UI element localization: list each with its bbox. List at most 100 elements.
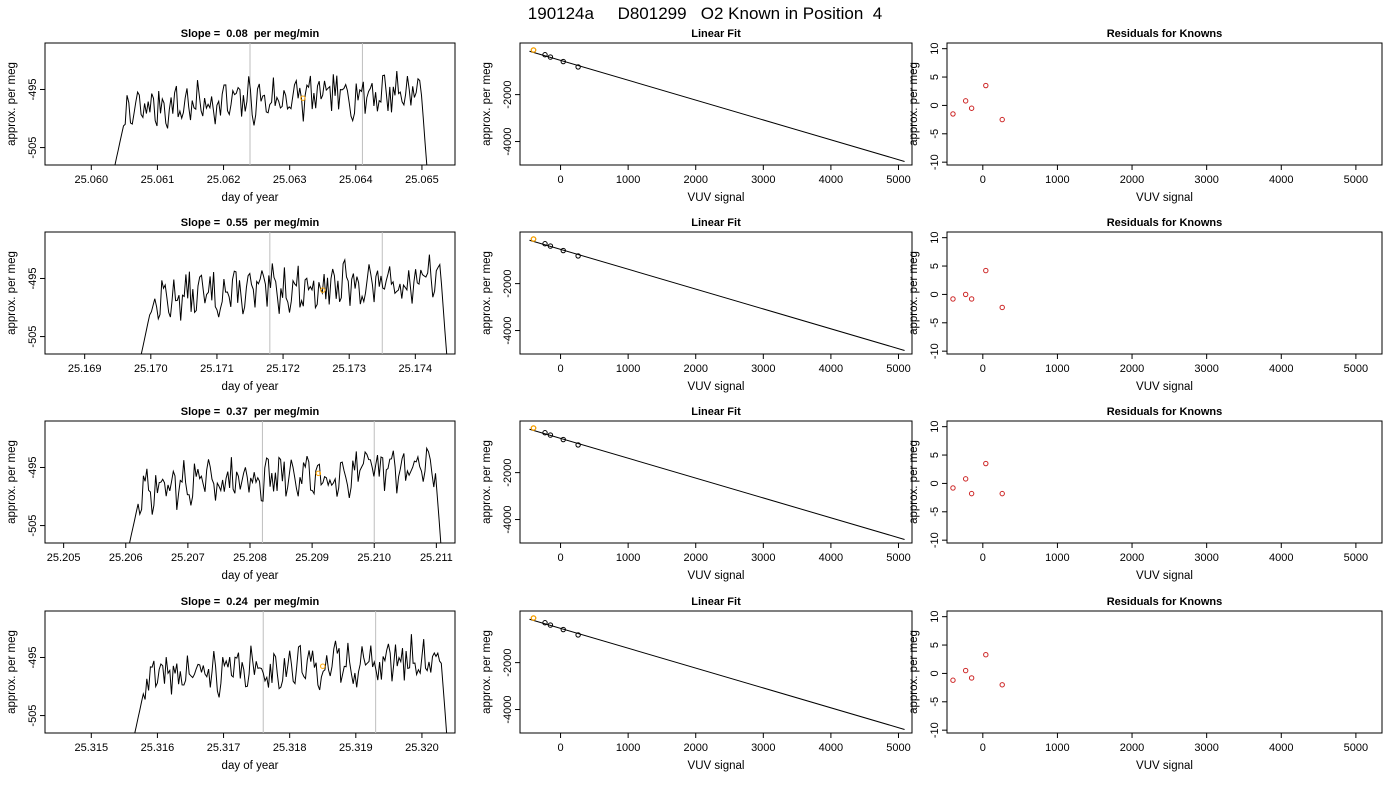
x-tick-label: 1000 [1045,363,1069,375]
panel-title: Slope = 0.37 per meg/min [181,406,320,418]
known-marker-point [320,287,326,293]
fit-data-point [575,253,581,259]
fit-data-point [547,54,554,60]
panel-2-2: Linear Fit VUV signal approx. per meg 0 1000… [481,217,913,393]
known-marker-point [300,95,306,101]
y-tick-label: 0 [929,102,941,108]
residual-point [950,677,956,683]
fit-data-point [542,620,548,626]
residual-point [983,82,989,89]
x-tick-label: 4000 [819,174,843,186]
x-axis-label: VUV signal [1136,570,1193,582]
panel-1-4: Slope = 0.24 per meg/min day of year appro… [6,596,456,772]
y-tick-label: -495 [27,267,39,289]
x-tick-label: 5000 [1344,174,1368,186]
residual-point [950,111,956,117]
y-axis-label: approx. per meg [6,251,18,335]
x-tick-label: 25.320 [405,742,439,754]
y-tick-label: 5 [929,452,941,458]
panel-title: Linear Fit [691,28,741,40]
y-tick-label: -2000 [502,649,514,677]
panel-title: Residuals for Knowns [1107,217,1223,229]
residual-point [968,296,975,302]
y-axis-label: approx. per meg [6,630,18,714]
panel-title: Residuals for Knowns [1107,406,1223,418]
panel-1-1: Slope = 0.08 per meg/min day of year appro… [6,28,456,204]
y-tick-label: 5 [929,74,941,80]
residual-point [962,291,969,298]
page-title: 190124a D801299 O2 Known in Position 4 [528,4,882,23]
y-tick-label: -2000 [502,270,514,298]
plot-frame [946,231,1383,355]
x-axis-label: VUV signal [1136,192,1193,204]
residual-point [962,98,969,104]
residual-point [983,267,989,274]
x-tick-label: 4000 [819,552,843,564]
panel-1-2: Slope = 0.55 per meg/min day of year appro… [6,217,456,393]
x-tick-label: 25.211 [420,552,453,564]
x-axis-label: day of year [222,381,279,393]
x-axis-label: VUV signal [688,381,745,393]
x-tick-label: 0 [980,552,986,564]
fit-data-point [542,241,548,247]
known-marker-point [320,663,326,669]
plot-frame [946,420,1383,544]
panel-title: Residuals for Knowns [1107,596,1223,608]
residual-point [999,304,1005,311]
x-tick-label: 25.205 [47,552,81,564]
highlight-point [530,615,537,621]
y-tick-label: 0 [929,480,941,486]
x-tick-label: 5000 [1344,742,1368,754]
plot-frame [519,42,913,166]
x-tick-label: 25.060 [74,174,108,186]
y-axis-label: approx. per meg [6,440,18,524]
y-axis-label: approx. per meg [481,630,493,714]
x-tick-label: 2000 [1120,174,1144,186]
y-axis-label: approx. per meg [908,630,920,714]
x-tick-label: 25.062 [207,174,241,186]
x-tick-label: 4000 [1269,742,1293,754]
y-tick-label: -5 [929,129,941,139]
y-axis-label: approx. per meg [908,440,920,524]
x-tick-label: 25.173 [332,363,366,375]
y-tick-label: 5 [929,642,941,648]
panel-title: Residuals for Knowns [1107,28,1223,40]
y-axis-label: approx. per meg [6,62,18,146]
y-tick-label: -10 [929,532,941,548]
plot-frame [519,420,913,544]
x-tick-label: 25.210 [357,552,391,564]
signal-trace [140,254,448,354]
x-tick-label: 1000 [1045,174,1069,186]
panel-2-4: Linear Fit VUV signal approx. per meg 0 1000… [481,596,913,772]
x-tick-label: 0 [980,742,986,754]
x-tick-label: 5000 [886,552,910,564]
x-tick-label: 5000 [1344,552,1368,564]
y-tick-label: -5 [929,318,941,328]
plot-frame [519,231,913,355]
y-tick-label: -10 [929,722,941,738]
x-tick-label: 2000 [683,552,707,564]
y-tick-label: -5 [929,507,941,517]
x-axis-label: day of year [222,570,279,582]
x-tick-label: 5000 [1344,363,1368,375]
panel-2-1: Linear Fit VUV signal approx. per meg 0 1000… [481,28,913,204]
panel-grid: Slope = 0.08 per meg/min day of year appro… [6,28,1383,772]
x-tick-label: 2000 [683,363,707,375]
y-tick-label: -495 [27,78,39,100]
fit-data-point [560,247,566,254]
x-tick-label: 3000 [1194,363,1218,375]
x-tick-label: 1000 [616,552,640,564]
y-tick-label: -2000 [502,81,514,109]
x-tick-label: 3000 [751,174,775,186]
x-tick-label: 3000 [1194,174,1218,186]
known-marker-point [315,470,322,476]
y-axis-label: approx. per meg [908,251,920,335]
y-tick-label: -505 [27,515,39,537]
fit-data-point [575,442,581,448]
plot-frame [946,42,1383,166]
residual-point [983,460,989,467]
fit-data-point [547,622,554,628]
residual-point [962,476,969,482]
x-tick-label: 25.063 [273,174,307,186]
fit-line [529,428,905,540]
